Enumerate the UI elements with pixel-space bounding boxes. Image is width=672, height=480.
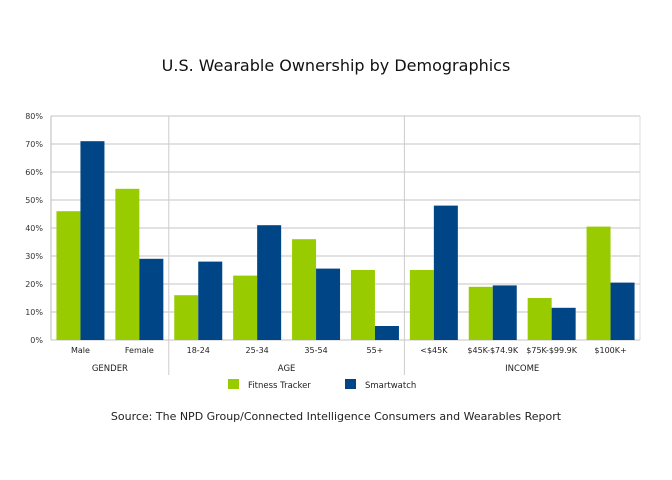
legend-swatch [345,379,356,389]
bar-fitness-tracker [527,298,552,340]
group-label: INCOME [505,364,539,374]
bar-fitness-tracker [350,270,375,340]
x-tick-label: <$45K [420,346,448,355]
group-label: GENDER [92,364,128,374]
bar-smartwatch [316,268,341,340]
y-tick-label: 80% [25,112,43,121]
bar-smartwatch [492,285,517,340]
legend-swatch [228,379,239,389]
bar-fitness-tracker [115,188,140,340]
y-tick-label: 40% [25,224,43,233]
bar-smartwatch [551,307,576,340]
bar-fitness-tracker [468,286,493,340]
bar-smartwatch [139,258,164,340]
chart-source: Source: The NPD Group/Connected Intellig… [110,410,562,423]
bar-fitness-tracker [56,211,81,340]
x-tick-label: $75K-$99.9K [526,346,577,355]
bar-smartwatch [610,282,635,340]
legend-label: Smartwatch [365,381,416,391]
y-tick-label: 20% [25,280,43,289]
bar-fitness-tracker [233,275,258,340]
x-tick-label: 25-34 [246,346,269,355]
x-tick-label: 18-24 [187,346,210,355]
legend-label: Fitness Tracker [248,381,311,391]
y-tick-label: 0% [30,336,43,345]
group-label: AGE [278,364,296,374]
bar-fitness-tracker [409,270,434,340]
bar-smartwatch [80,141,105,340]
bar-fitness-tracker [174,295,199,340]
bar-fitness-tracker [586,226,611,340]
bar-fitness-tracker [292,239,317,340]
bar-smartwatch [257,225,282,340]
x-tick-label: 55+ [367,346,384,355]
x-tick-label: 35-54 [304,346,327,355]
bar-smartwatch [433,205,458,340]
bar-smartwatch [374,326,399,340]
bar-smartwatch [198,261,223,340]
x-tick-label: $45K-$74.9K [467,346,518,355]
y-tick-label: 10% [25,308,43,317]
x-tick-label: Male [71,346,90,355]
x-tick-label: $100K+ [594,346,626,355]
y-tick-label: 60% [25,168,43,177]
chart-title: U.S. Wearable Ownership by Demographics [161,56,511,75]
y-tick-label: 50% [25,196,43,205]
y-tick-label: 30% [25,252,43,261]
y-tick-label: 70% [25,140,43,149]
x-tick-label: Female [125,346,154,355]
